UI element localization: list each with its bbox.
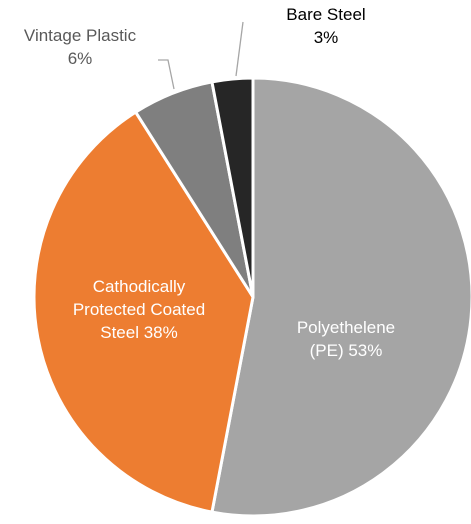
leader-line-vintage-plastic [158, 59, 175, 90]
data-label-cathodically: Cathodically Protected Coated Steel 38% [73, 277, 205, 342]
pie-slice-bare-steel [210, 76, 255, 299]
pie-slice-polyethelene [210, 76, 471, 518]
data-label-polyethelene: Polyethelene (PE) 53% [297, 318, 395, 360]
leader-line-bare-steel [235, 21, 244, 77]
data-label-bare-steel: Bare Steel 3% [286, 5, 365, 47]
data-label-vintage-plastic: Vintage Plastic 6% [24, 26, 137, 68]
